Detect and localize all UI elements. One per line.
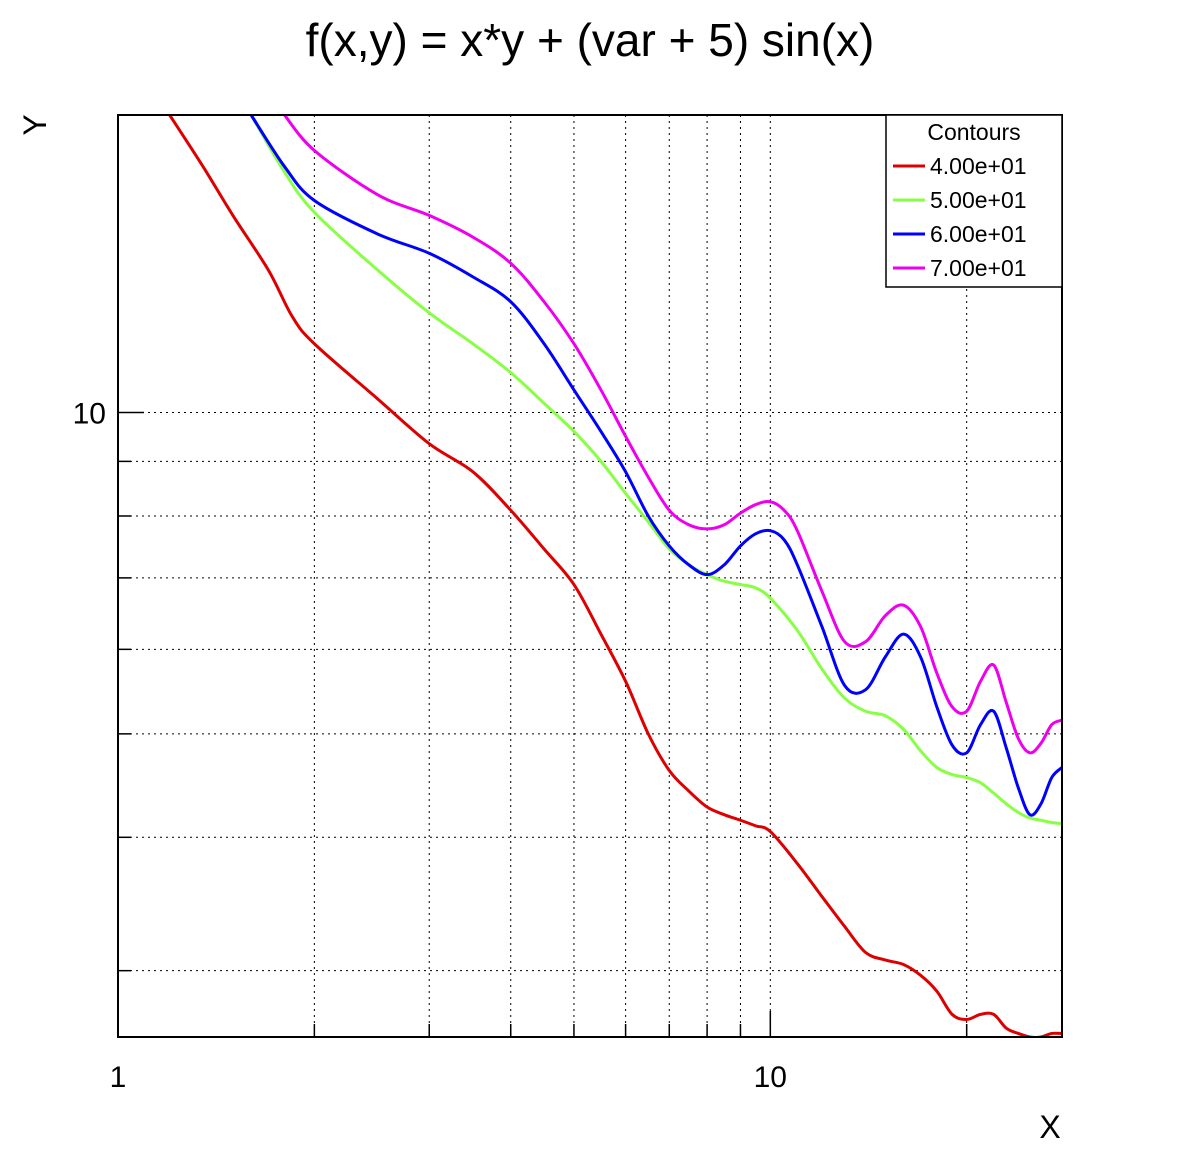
legend-label: 5.00e+01 xyxy=(930,187,1027,213)
axis-ticks xyxy=(117,411,968,1037)
axis-tick-labels: 1 10 10 xyxy=(73,398,787,1094)
contour-line-4 xyxy=(283,115,1062,755)
contour-line-1 xyxy=(168,115,1062,1037)
legend-label: 4.00e+01 xyxy=(930,153,1027,179)
legend-label: 7.00e+01 xyxy=(930,255,1027,281)
contour-line-3 xyxy=(249,115,1062,817)
x-tick-label: 1 xyxy=(110,1061,127,1094)
grid xyxy=(118,115,1062,1037)
legend-title: Contours xyxy=(927,119,1020,145)
y-axis-title: Y xyxy=(17,114,53,135)
chart-title: f(x,y) = x*y + (var + 5) sin(x) xyxy=(306,14,875,66)
legend-label: 6.00e+01 xyxy=(930,221,1027,247)
x-axis-title: X xyxy=(1039,1109,1060,1145)
y-tick-label: 10 xyxy=(73,398,106,431)
legend: Contours 4.00e+01 5.00e+01 6.00e+01 7.00e+0… xyxy=(885,114,1063,288)
x-tick-label: 10 xyxy=(754,1061,787,1094)
contour-curves xyxy=(168,115,1062,1037)
contour-line-2 xyxy=(249,115,1062,826)
plot-frame xyxy=(117,114,1063,1038)
